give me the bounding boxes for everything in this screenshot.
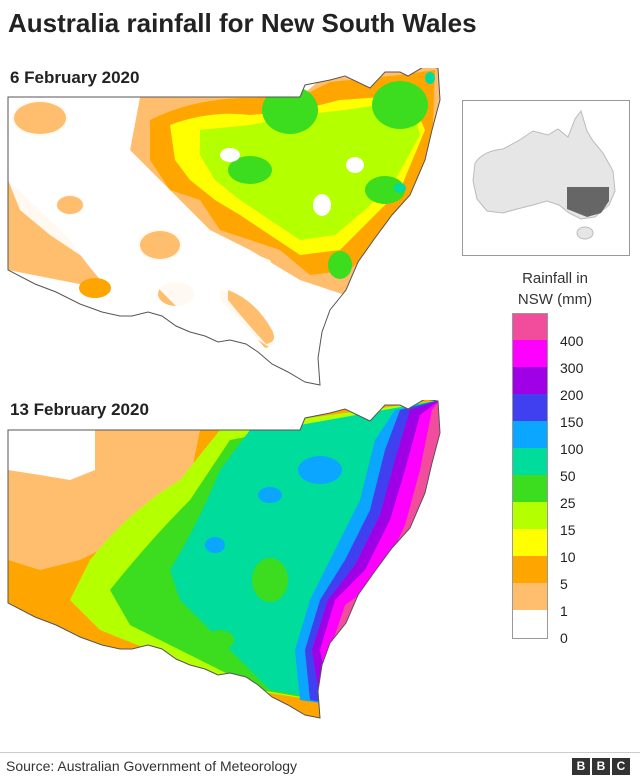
legend-swatch bbox=[512, 313, 548, 340]
rainfall-map-13-feb bbox=[7, 400, 441, 719]
legend-label: 100 bbox=[560, 441, 584, 457]
bbc-logo-letter-2: B bbox=[592, 758, 610, 775]
legend-swatch bbox=[512, 529, 548, 556]
legend-frame bbox=[512, 313, 548, 639]
chart-title: Australia rainfall for New South Wales bbox=[8, 8, 477, 38]
legend-label: 15 bbox=[560, 522, 576, 538]
australia-nsw-locator-map-icon bbox=[472, 109, 616, 240]
legend-swatch bbox=[512, 367, 548, 394]
bbc-logo: B B C bbox=[572, 758, 630, 775]
legend-label: 1 bbox=[560, 603, 568, 619]
legend-label: 50 bbox=[560, 468, 576, 484]
legend-swatch bbox=[512, 421, 548, 448]
legend-swatch bbox=[512, 475, 548, 502]
bbc-logo-letter-1: B bbox=[572, 758, 590, 775]
legend-swatch bbox=[512, 556, 548, 583]
legend-label: 150 bbox=[560, 414, 584, 430]
bbc-logo-letter-3: C bbox=[612, 758, 630, 775]
legend-swatch bbox=[512, 502, 548, 529]
footer-divider bbox=[0, 752, 640, 753]
legend-label: 5 bbox=[560, 576, 568, 592]
map-date-label-2: 13 February 2020 bbox=[10, 400, 149, 419]
legend-swatch bbox=[512, 394, 548, 421]
legend-title: Rainfall in NSW (mm) bbox=[500, 268, 610, 310]
source-note: Source: Australian Government of Meteoro… bbox=[6, 758, 298, 774]
legend-swatch bbox=[512, 340, 548, 367]
legend-label: 10 bbox=[560, 549, 576, 565]
legend-title-line-2: NSW (mm) bbox=[517, 291, 593, 308]
legend-swatch bbox=[512, 583, 548, 610]
legend-title-line-1: Rainfall in bbox=[522, 270, 588, 287]
legend-swatch bbox=[512, 448, 548, 475]
rainfall-map-6-feb bbox=[7, 68, 441, 386]
australia-locator-inset bbox=[462, 100, 630, 256]
legend-swatch bbox=[512, 610, 548, 637]
legend-label: 0 bbox=[560, 630, 568, 646]
map-date-label-1: 6 February 2020 bbox=[10, 68, 140, 87]
legend-label: 400 bbox=[560, 333, 584, 349]
legend-label: 25 bbox=[560, 495, 576, 511]
legend-label: 200 bbox=[560, 387, 584, 403]
legend-label: 300 bbox=[560, 360, 584, 376]
